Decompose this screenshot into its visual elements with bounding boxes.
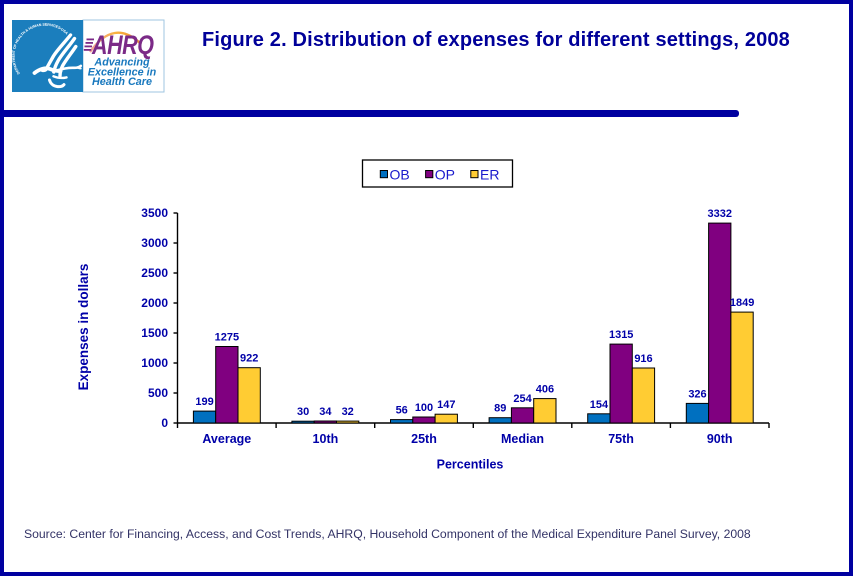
svg-text:916: 916 bbox=[634, 353, 652, 365]
svg-text:3500: 3500 bbox=[141, 206, 168, 220]
svg-text:Advancing: Advancing bbox=[93, 57, 150, 69]
svg-text:25th: 25th bbox=[411, 432, 437, 446]
svg-text:1500: 1500 bbox=[141, 326, 168, 340]
svg-text:326: 326 bbox=[688, 388, 706, 400]
svg-text:Median: Median bbox=[501, 432, 544, 446]
svg-text:406: 406 bbox=[536, 384, 554, 396]
svg-text:89: 89 bbox=[494, 403, 506, 415]
svg-text:Percentiles: Percentiles bbox=[437, 458, 504, 472]
svg-text:Expenses in dollars: Expenses in dollars bbox=[76, 264, 91, 391]
svg-text:1275: 1275 bbox=[215, 332, 239, 344]
svg-text:90th: 90th bbox=[707, 432, 733, 446]
svg-text:199: 199 bbox=[195, 396, 213, 408]
svg-text:2500: 2500 bbox=[141, 266, 168, 280]
svg-text:500: 500 bbox=[148, 386, 168, 400]
svg-text:10th: 10th bbox=[313, 432, 339, 446]
svg-text:2000: 2000 bbox=[141, 296, 168, 310]
svg-text:3000: 3000 bbox=[141, 236, 168, 250]
svg-text:34: 34 bbox=[319, 406, 332, 418]
svg-text:AHRQ: AHRQ bbox=[91, 31, 154, 61]
svg-text:OP: OP bbox=[435, 167, 455, 183]
svg-text:1849: 1849 bbox=[730, 297, 754, 309]
svg-text:Excellence in: Excellence in bbox=[88, 67, 157, 79]
svg-text:ER: ER bbox=[480, 167, 499, 183]
svg-text:56: 56 bbox=[396, 405, 408, 417]
svg-text:147: 147 bbox=[437, 399, 455, 411]
svg-text:922: 922 bbox=[240, 353, 258, 365]
svg-text:254: 254 bbox=[513, 393, 532, 405]
svg-text:Average: Average bbox=[202, 432, 251, 446]
svg-text:1000: 1000 bbox=[141, 356, 168, 370]
svg-text:3332: 3332 bbox=[708, 208, 732, 220]
svg-text:OB: OB bbox=[390, 167, 410, 183]
svg-text:75th: 75th bbox=[608, 432, 634, 446]
svg-text:100: 100 bbox=[415, 402, 433, 414]
svg-text:0: 0 bbox=[161, 416, 168, 430]
svg-text:Health Care: Health Care bbox=[92, 76, 152, 88]
svg-text:30: 30 bbox=[297, 406, 309, 418]
svg-text:154: 154 bbox=[590, 399, 609, 411]
svg-text:1315: 1315 bbox=[609, 329, 633, 341]
svg-text:32: 32 bbox=[342, 406, 354, 418]
